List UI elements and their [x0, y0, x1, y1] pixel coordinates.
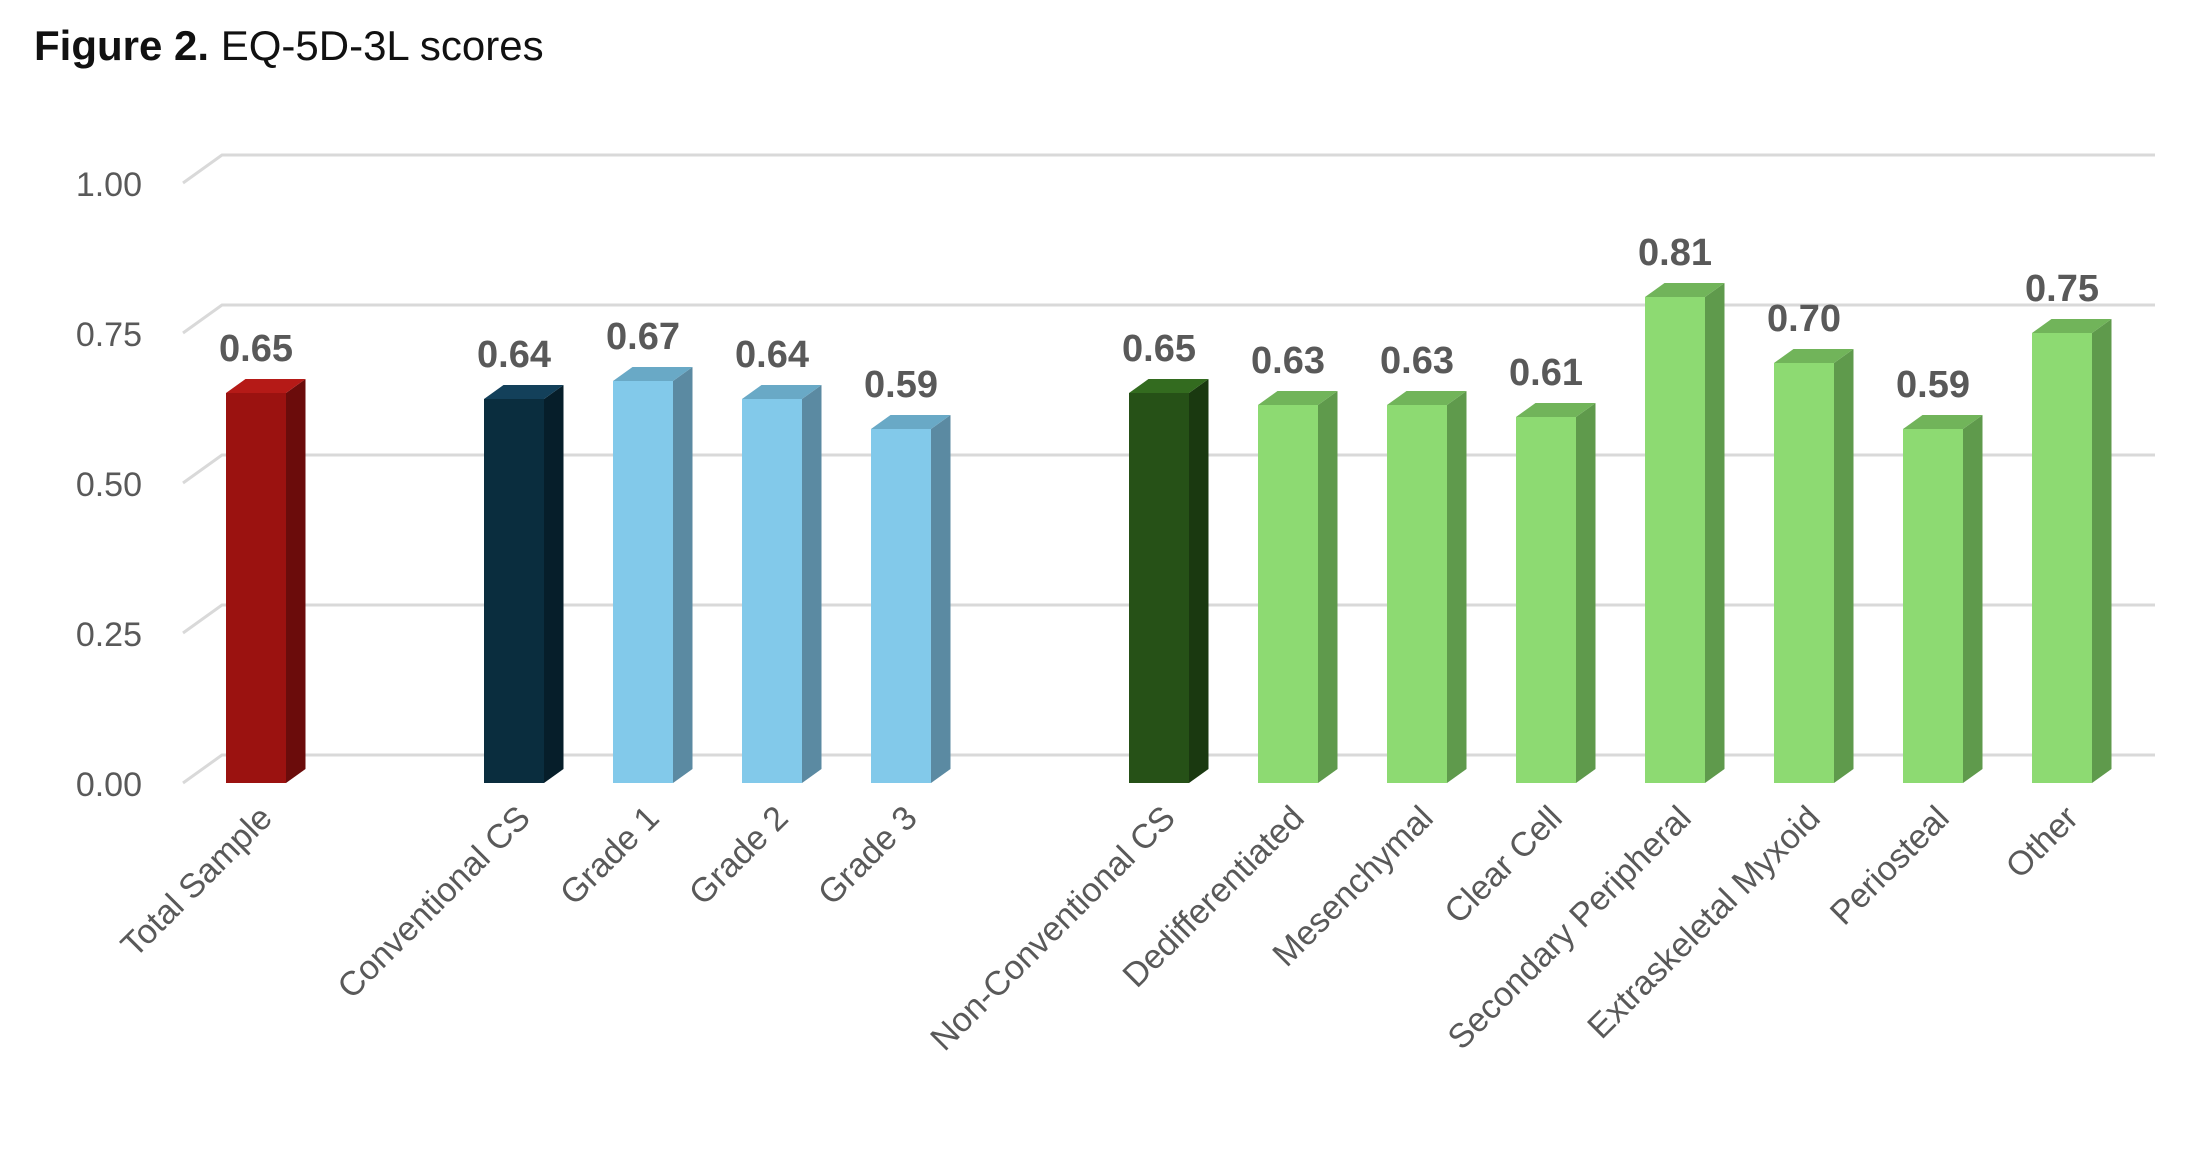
data-label: 0.75 — [2025, 268, 2099, 310]
bar-top — [226, 379, 306, 393]
x-tick-label: Non-Conventional CS — [923, 799, 1182, 1058]
bar-side — [1834, 349, 1854, 783]
data-label: 0.61 — [1509, 352, 1583, 394]
y-tick-label: 0.75 — [76, 316, 142, 354]
bar — [613, 367, 693, 783]
figure-label: Figure 2. — [34, 22, 210, 69]
bar-front — [1645, 297, 1705, 783]
bar-front — [1774, 363, 1834, 783]
x-tick-label: Periosteal — [1823, 799, 1957, 933]
x-tick-label: Extraskeletal Myxoid — [1580, 799, 1827, 1046]
bar-top — [1258, 391, 1338, 405]
bar-side — [2092, 319, 2112, 783]
bar — [1774, 349, 1854, 783]
bar-top — [742, 385, 822, 399]
x-tick-label: Clear Cell — [1437, 799, 1569, 931]
bar-front — [1387, 405, 1447, 783]
x-tick-label: Secondary Peripheral — [1441, 799, 1699, 1057]
gridline — [182, 453, 2155, 485]
x-tick-label: Conventional CS — [330, 799, 537, 1006]
bar-front — [742, 399, 802, 783]
bar-side — [1963, 415, 1983, 783]
bar-top — [871, 415, 951, 429]
gridline — [182, 753, 2155, 785]
x-axis-ticks: Total Sample Conventional CS Grade 1 Grade … — [114, 799, 2086, 1058]
bar-front — [2032, 333, 2092, 783]
bar-front — [1129, 393, 1189, 783]
bar — [1903, 415, 1983, 783]
data-labels: 0.65 0.64 0.67 0.64 0.59 0.65 0.63 0.63 0.61 0.81… — [219, 232, 2099, 406]
gridline — [182, 303, 2155, 335]
data-label: 0.65 — [219, 328, 293, 370]
gridlines — [182, 153, 2155, 785]
bar-side — [673, 367, 693, 783]
bar-top — [1129, 379, 1209, 393]
y-tick-label: 1.00 — [76, 166, 142, 204]
gridline — [182, 603, 2155, 635]
bar-front — [1903, 429, 1963, 783]
data-label: 0.65 — [1122, 328, 1196, 370]
data-label: 0.59 — [864, 364, 938, 406]
data-label: 0.59 — [1896, 364, 1970, 406]
y-tick-label: 0.25 — [76, 616, 142, 654]
bar-top — [1516, 403, 1596, 417]
data-label: 0.63 — [1251, 340, 1325, 382]
bar — [1258, 391, 1338, 783]
bar-top — [1645, 283, 1725, 297]
bars — [226, 283, 2112, 783]
bar-front — [613, 381, 673, 783]
y-tick-label: 0.00 — [76, 766, 142, 804]
bar — [742, 385, 822, 783]
bar-front — [484, 399, 544, 783]
bar-top — [484, 385, 564, 399]
bar — [1129, 379, 1209, 783]
bar-side — [1318, 391, 1338, 783]
bar-side — [544, 385, 564, 783]
figure-title: Figure 2. EQ-5D-3L scores — [34, 22, 544, 70]
x-tick-label: Total Sample — [114, 799, 280, 965]
bar-side — [1705, 283, 1725, 783]
bar — [226, 379, 306, 783]
data-label: 0.70 — [1767, 298, 1841, 340]
x-tick-label: Other — [1999, 799, 2086, 886]
bar-top — [613, 367, 693, 381]
bar-front — [1516, 417, 1576, 783]
bar — [871, 415, 951, 783]
figure-title-text: EQ-5D-3L scores — [220, 22, 544, 69]
bar-side — [931, 415, 951, 783]
bar-front — [226, 393, 286, 783]
y-axis-ticks: 0.00 0.25 0.50 0.75 1.00 — [76, 166, 142, 804]
y-tick-label: 0.50 — [76, 466, 142, 504]
data-label: 0.63 — [1380, 340, 1454, 382]
x-tick-label: Grade 2 — [682, 799, 796, 913]
x-tick-label: Grade 3 — [811, 799, 925, 913]
bar-top — [2032, 319, 2112, 333]
x-tick-label: Grade 1 — [553, 799, 667, 913]
bar-side — [1189, 379, 1209, 783]
bar — [2032, 319, 2112, 783]
bar — [484, 385, 564, 783]
data-label: 0.67 — [606, 316, 680, 358]
bar — [1645, 283, 1725, 783]
bar-side — [1447, 391, 1467, 783]
data-label: 0.64 — [735, 334, 809, 376]
data-label: 0.81 — [1638, 232, 1712, 274]
data-label: 0.64 — [477, 334, 551, 376]
bar-front — [1258, 405, 1318, 783]
bar-top — [1774, 349, 1854, 363]
bar-side — [802, 385, 822, 783]
gridline — [182, 153, 2155, 185]
bar-top — [1903, 415, 1983, 429]
bar-side — [1576, 403, 1596, 783]
bar-front — [871, 429, 931, 783]
bar — [1387, 391, 1467, 783]
bar — [1516, 403, 1596, 783]
bar-side — [286, 379, 306, 783]
bar-top — [1387, 391, 1467, 405]
